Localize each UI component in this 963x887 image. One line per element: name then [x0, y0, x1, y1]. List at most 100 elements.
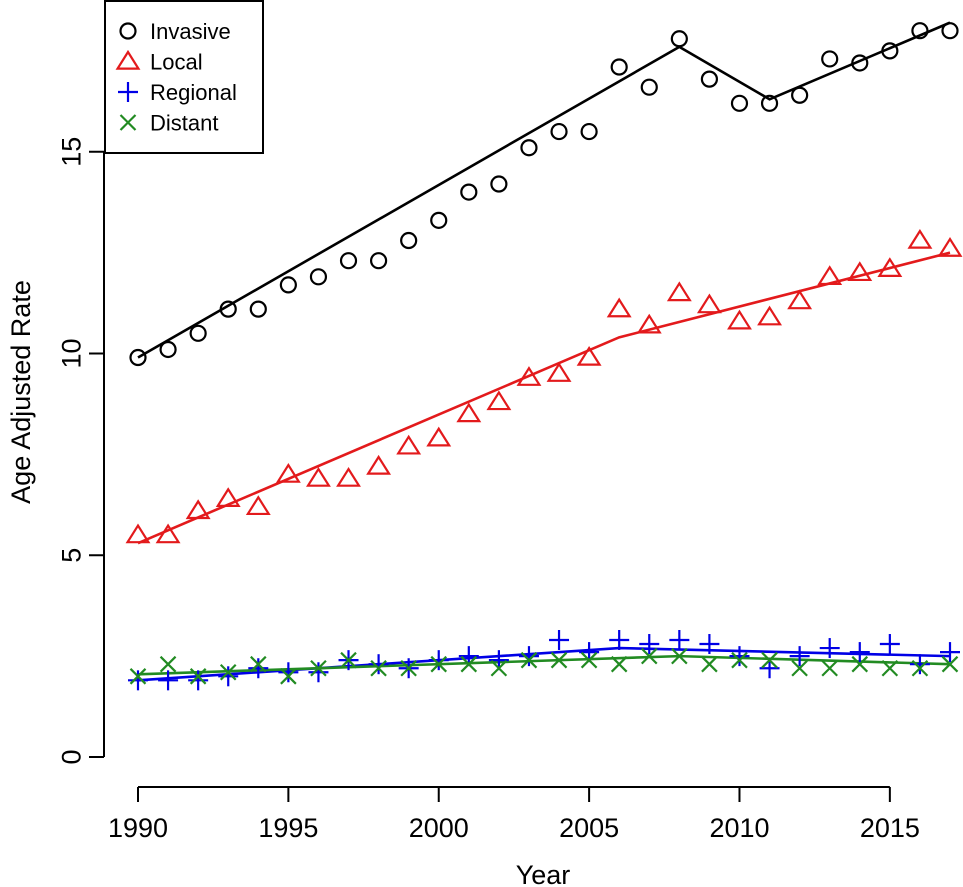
point-invasive	[490, 175, 508, 193]
point-local	[937, 237, 963, 257]
trend-line-local	[137, 251, 951, 545]
point-invasive	[219, 300, 237, 318]
point-distant	[610, 655, 628, 673]
point-invasive	[760, 94, 779, 112]
point-local	[636, 313, 662, 334]
point-invasive	[821, 50, 839, 68]
point-distant	[280, 668, 297, 685]
axes: 0 5 10 15 1990 1995 2000 2005 2010 2015	[56, 137, 919, 843]
point-local	[606, 297, 632, 318]
point-invasive	[249, 300, 267, 318]
point-distant	[310, 659, 327, 677]
point-distant	[219, 663, 237, 681]
point-invasive	[580, 122, 598, 141]
point-invasive	[911, 22, 929, 40]
point-distant	[129, 668, 147, 685]
point-invasive	[610, 58, 628, 76]
legend-marker-regional	[118, 82, 138, 102]
point-invasive	[369, 252, 388, 270]
point-regional	[729, 646, 750, 667]
point-distant	[640, 647, 658, 665]
legend-label-invasive: Invasive	[150, 19, 231, 44]
point-distant	[430, 655, 448, 673]
x-tick-label: 2010	[709, 813, 769, 843]
point-regional	[278, 662, 299, 683]
point-regional	[368, 654, 389, 675]
point-distant	[460, 655, 478, 673]
point-local	[185, 499, 211, 520]
point-distant	[550, 651, 568, 669]
point-local	[787, 289, 813, 310]
y-tick-label: 15	[56, 137, 86, 167]
point-regional	[549, 629, 570, 650]
point-invasive	[520, 139, 538, 157]
point-local	[847, 261, 873, 282]
point-local	[426, 426, 452, 447]
point-invasive	[279, 276, 297, 294]
point-invasive	[129, 348, 147, 367]
y-tick-label: 0	[56, 749, 86, 764]
point-local	[306, 467, 331, 487]
point-regional	[849, 642, 870, 663]
y-tick-label: 10	[56, 338, 86, 368]
data-points	[125, 22, 963, 691]
point-local	[486, 390, 512, 411]
point-distant	[911, 659, 929, 677]
point-distant	[250, 655, 267, 673]
point-invasive	[339, 252, 358, 270]
legend-label-distant: Distant	[150, 111, 218, 136]
point-local	[817, 265, 843, 286]
point-regional	[218, 666, 239, 687]
point-distant	[821, 659, 838, 677]
point-regional	[789, 646, 810, 667]
point-invasive	[400, 231, 418, 250]
point-invasive	[189, 324, 207, 342]
legend-label-regional: Regional	[150, 80, 237, 105]
point-invasive	[550, 122, 568, 141]
x-tick-label: 1990	[108, 813, 168, 843]
point-local	[907, 228, 933, 249]
point-local	[456, 402, 482, 423]
point-regional	[699, 634, 720, 655]
x-tick-label: 2015	[860, 813, 920, 843]
point-local	[336, 467, 361, 487]
point-local	[215, 487, 241, 507]
point-distant	[400, 659, 417, 677]
point-local	[696, 293, 722, 314]
point-invasive	[430, 211, 448, 229]
point-invasive	[700, 70, 719, 88]
point-local	[666, 281, 692, 302]
point-regional	[909, 654, 930, 675]
point-regional	[188, 670, 209, 691]
point-regional	[879, 634, 900, 655]
point-invasive	[460, 183, 478, 201]
legend-label-local: Local	[150, 50, 203, 75]
point-local	[245, 495, 271, 516]
legend: Invasive Local Regional Distant	[104, 0, 264, 154]
point-distant	[520, 651, 538, 669]
point-distant	[370, 659, 387, 677]
point-distant	[791, 659, 808, 677]
point-regional	[428, 650, 449, 671]
x-tick-label: 1995	[258, 813, 318, 843]
point-distant	[159, 655, 177, 673]
point-local	[516, 366, 542, 386]
point-local	[155, 523, 181, 544]
point-distant	[580, 651, 598, 669]
point-regional	[248, 658, 269, 679]
point-distant	[671, 647, 688, 665]
point-distant	[881, 659, 899, 677]
point-local	[275, 462, 301, 483]
point-invasive	[791, 86, 809, 104]
point-local	[757, 305, 782, 326]
point-regional	[669, 629, 690, 650]
point-local	[877, 257, 903, 277]
point-regional	[158, 670, 179, 691]
point-distant	[490, 659, 508, 677]
point-regional	[308, 662, 329, 683]
point-invasive	[730, 94, 749, 112]
point-local	[366, 454, 392, 475]
point-regional	[819, 638, 840, 659]
point-distant	[761, 651, 778, 669]
legend-marker-invasive	[119, 22, 137, 40]
